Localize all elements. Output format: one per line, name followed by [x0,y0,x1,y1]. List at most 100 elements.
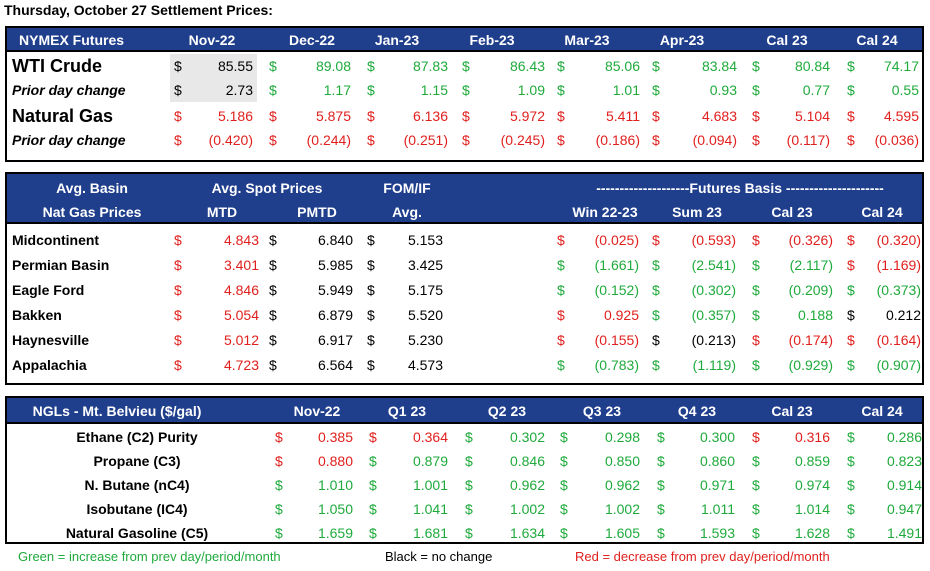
value-cell: 0.971 [699,477,735,493]
value-cell: 85.06 [604,58,640,74]
value-cell: (0.326) [788,232,833,248]
value-cell: 0.316 [794,429,830,445]
currency-symbol: $ [269,58,277,74]
basin-body: Midcontinent $4.843 $6.840 $5.153 $ (0.025) $ (… [7,224,922,373]
value-cell: 5.153 [407,232,443,248]
value-cell: 5.520 [407,307,443,323]
value-cell: (0.251) [403,132,448,148]
currency-symbol: $ [367,58,375,74]
row-label: Prior day change [12,132,126,148]
column-header: MTD [206,204,238,220]
value-cell: 6.136 [412,108,448,124]
value-cell: 1.002 [604,501,640,517]
value-cell: 6.564 [317,357,353,373]
value-cell: (0.783) [594,357,639,373]
currency-symbol: $ [462,82,470,98]
currency-symbol: $ [269,232,277,248]
value-cell: 4.683 [701,108,737,124]
ngl-header: NGLs - Mt. Belvieu ($/gal) Nov-22 Q1 23 Q2 … [7,398,922,424]
currency-symbol: $ [847,257,855,273]
currency-symbol: $ [369,429,377,445]
data-row: Natural Gasoline (C5) $1.659 $1.681 $1.634 $… [7,521,922,545]
currency-symbol: $ [557,82,565,98]
currency-symbol: $ [752,429,760,445]
value-cell: 0.188 [797,307,833,323]
value-cell: 0.93 [709,82,737,98]
data-row: Haynesville $5.012 $6.917 $5.230 $ (0.155) $ (0… [7,328,922,352]
currency-symbol: $ [752,58,760,74]
currency-symbol: $ [557,58,565,74]
row-label: Isobutane (IC4) [86,501,188,517]
column-header: --------------------Futures Basis ------… [596,180,884,196]
value-cell: 4.843 [223,232,259,248]
currency-symbol: $ [367,132,375,148]
column-header: Avg. Spot Prices [211,180,323,196]
currency-symbol: $ [367,232,375,248]
currency-symbol: $ [557,257,565,273]
value-cell: (0.357) [691,307,736,323]
currency-symbol: $ [174,332,182,348]
value-cell: 4.595 [883,108,919,124]
value-cell: 4.573 [407,357,443,373]
value-cell: 1.010 [317,477,353,493]
value-cell: (0.420) [208,132,253,148]
currency-symbol: $ [174,108,182,124]
column-header: Q2 23 [487,403,527,419]
value-cell: 0.860 [699,453,735,469]
legend-red: Red = decrease from prev day/period/mont… [575,549,830,564]
value-cell: 5.972 [509,108,545,124]
currency-symbol: $ [465,525,473,541]
currency-symbol: $ [269,332,277,348]
value-cell: (0.320) [876,232,921,248]
currency-symbol: $ [752,525,760,541]
currency-symbol: $ [465,429,473,445]
value-cell: 0.77 [802,82,830,98]
currency-symbol: $ [752,501,760,517]
currency-symbol: $ [275,453,283,469]
currency-symbol: $ [752,232,760,248]
currency-symbol: $ [557,282,565,298]
value-cell: 2.73 [225,82,253,98]
currency-symbol: $ [652,232,660,248]
data-row: Eagle Ford $4.846 $5.949 $5.175 $ (0.152) $ (0.… [7,278,922,302]
column-header: Q1 23 [387,403,427,419]
value-cell: (0.244) [306,132,351,148]
value-cell: 6.879 [317,307,353,323]
currency-symbol: $ [652,332,660,348]
value-cell: 87.83 [412,58,448,74]
currency-symbol: $ [275,525,283,541]
value-cell: 1.01 [612,82,640,98]
value-cell: 1.628 [794,525,830,541]
column-header: Cal 24 [861,403,903,419]
column-header: Nat Gas Prices [42,204,142,220]
currency-symbol: $ [462,108,470,124]
column-header: Nov-22 [188,32,236,48]
value-cell: 0.962 [509,477,545,493]
data-row: Natural Gas $5.186 $5.875 $6.136 $5.972 $5.41… [7,104,922,128]
currency-symbol: $ [174,307,182,323]
currency-symbol: $ [367,282,375,298]
currency-symbol: $ [367,307,375,323]
value-cell: 5.186 [217,108,253,124]
currency-symbol: $ [369,477,377,493]
currency-symbol: $ [847,82,855,98]
currency-symbol: $ [367,108,375,124]
row-label: Prior day change [12,82,126,98]
value-cell: 0.823 [886,453,922,469]
currency-symbol: $ [367,82,375,98]
column-header: Avg. [392,204,422,220]
page-title: Thursday, October 27 Settlement Prices: [4,2,273,18]
value-cell: (0.245) [500,132,545,148]
currency-symbol: $ [465,453,473,469]
currency-symbol: $ [462,58,470,74]
currency-symbol: $ [652,357,660,373]
row-label: N. Butane (nC4) [84,477,190,493]
currency-symbol: $ [367,332,375,348]
row-label: Midcontinent [12,232,100,248]
column-header: Nov-22 [293,403,341,419]
data-row: Propane (C3) $0.880 $0.879 $0.846 $0.850 $0.8… [7,449,922,473]
currency-symbol: $ [847,282,855,298]
value-cell: 1.15 [420,82,448,98]
currency-symbol: $ [752,357,760,373]
data-row: N. Butane (nC4) $1.010 $1.001 $0.962 $0.962 $… [7,473,923,497]
